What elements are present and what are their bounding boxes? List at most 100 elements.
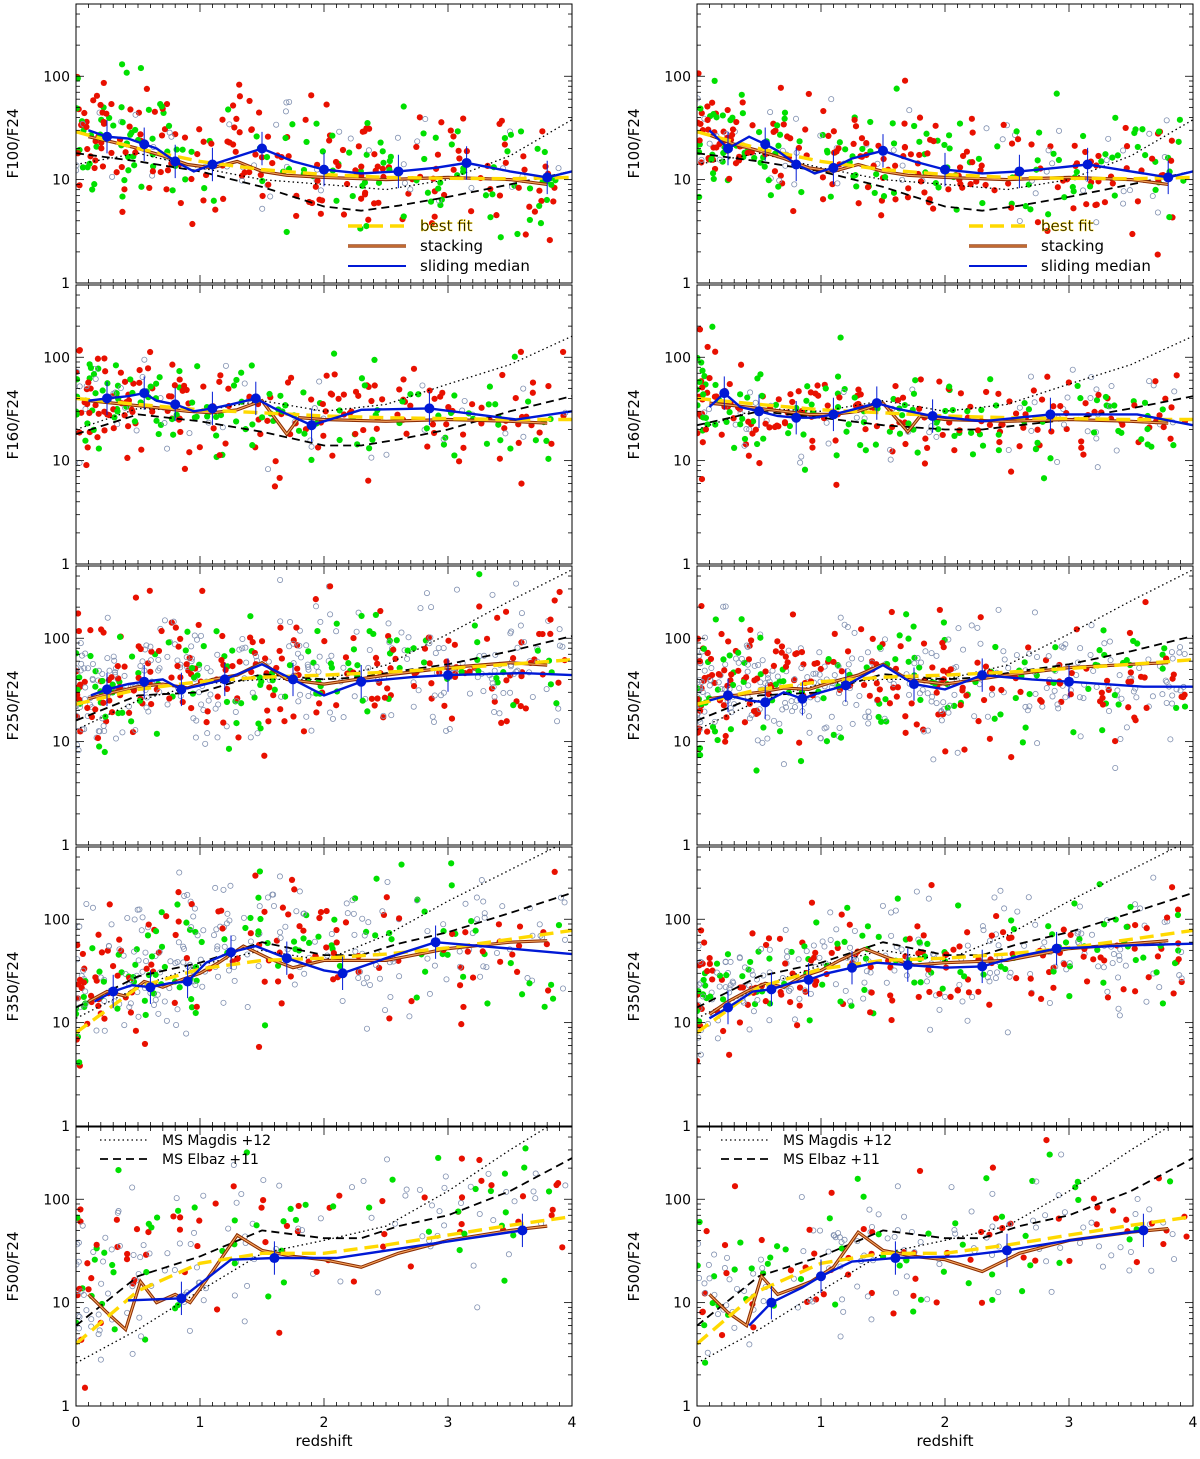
scatter-point-red [450,133,457,140]
median-point [424,403,435,414]
scatter-point-red [787,998,794,1006]
scatter-point-red [857,391,864,398]
scatter-point-red [163,186,170,193]
scatter-point-green [257,681,264,689]
scatter-point-open [1049,160,1056,167]
scatter-point-red [379,165,386,172]
scatter-point-open [264,894,271,901]
scatter-point-green [502,1209,509,1216]
scatter-point-red [329,452,336,459]
scatter-point-green [111,1326,118,1333]
scatter-point-red [1038,396,1046,403]
scatter-point-green [96,743,103,750]
median-point [1064,676,1074,687]
scatter-point-green [875,713,882,721]
scatter-point-green [709,170,717,177]
scatter-point-red [1048,428,1055,435]
scatter-point-open [892,907,899,914]
scatter-point-red [127,106,134,113]
scatter-point-open [295,698,302,705]
scatter-point-red [921,460,929,467]
scatter-point-open [430,718,437,725]
scatter-point-red [519,1193,527,1200]
scatter-point-open [480,963,487,970]
scatter-point-green [796,138,803,145]
scatter-point-open [200,1297,207,1304]
scatter-point-open [995,606,1002,613]
scatter-point-red [1008,934,1015,941]
scatter-point-green [200,643,207,650]
scatter-point-open [76,995,81,1002]
scatter-point-red [466,668,473,675]
scatter-point-red [92,974,99,981]
scatter-point-open [861,979,868,986]
y-axis-label: F100/F24 [625,108,643,178]
scatter-point-green [379,148,386,155]
scatter-point-green [917,696,924,704]
scatter-point-green [141,997,148,1004]
scatter-point-red [101,355,108,362]
y-axis-label: F100/F24 [4,108,22,178]
scatter-point-open [230,935,237,942]
scatter-point-green [738,91,745,98]
scatter-point-open [76,369,80,376]
scatter-point-red [410,682,418,690]
scatter-point-open [247,938,254,945]
scatter-point-open [532,1170,539,1177]
scatter-point-red [233,115,240,122]
scatter-point-red [517,702,524,710]
scatter-point-open [1066,960,1073,967]
scatter-point-red [796,984,804,991]
scatter-point-red [76,691,81,698]
scatter-point-open [296,642,303,649]
scatter-point-open [446,726,453,733]
scatter-point-red [76,610,82,617]
scatter-point-open [521,638,528,645]
scatter-point-green [157,101,164,108]
scatter-point-red [121,663,128,670]
scatter-point-red [247,634,254,641]
scatter-point-red [114,662,121,670]
scatter-point-red [775,396,782,403]
scatter-point-red [200,383,207,390]
scatter-point-red [808,899,816,906]
scatter-point-open [1026,650,1033,657]
scatter-point-green [834,940,841,947]
scatter-point-open [299,1227,306,1234]
scatter-point-open [386,639,393,646]
scatter-point-open [1093,683,1100,690]
scatter-point-red [509,655,517,662]
scatter-point-open [129,1184,136,1191]
scatter-point-open [129,1283,136,1290]
scatter-point-open [277,576,284,583]
scatter-point-red [175,918,182,925]
scatter-point-open [116,1243,123,1250]
scatter-point-open [887,456,894,463]
scatter-point-red [247,930,254,937]
scatter-point-green [739,973,746,980]
scatter-point-red [538,197,545,205]
scatter-point-red [697,326,704,333]
scatter-point-open [173,1195,180,1202]
scatter-point-red [939,431,946,439]
scatter-point-green [697,354,701,362]
scatter-point-open [238,177,245,184]
scatter-point-red [180,382,188,389]
scatter-point-red [718,431,725,438]
scatter-point-green [739,415,746,422]
scatter-point-red [358,195,365,202]
scatter-point-red [200,138,207,145]
scatter-point-open [453,586,460,593]
scatter-point-open [1112,764,1119,771]
scatter-point-open [496,710,503,717]
scatter-point-green [549,995,557,1002]
best-fit-line [76,928,572,1034]
scatter-point-open [328,652,335,659]
scatter-point-green [145,106,152,113]
scatter-point-red [704,343,711,351]
scatter-point-red [1095,391,1102,398]
scatter-point-red [92,706,99,713]
scatter-point-green [873,171,880,178]
scatter-point-red [127,1009,135,1016]
scatter-point-green [757,671,764,678]
